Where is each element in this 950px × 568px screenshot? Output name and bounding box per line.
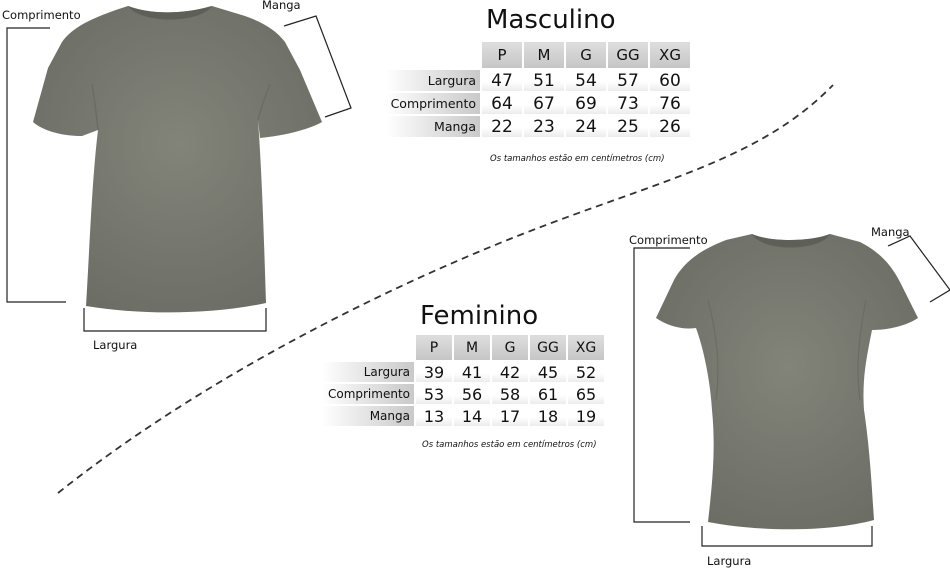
women-sleeve-label: Manga xyxy=(871,225,910,239)
women-size-header: P xyxy=(416,335,452,360)
men-size-header: XG xyxy=(650,42,690,68)
women-size-header-row: P M G GG XG xyxy=(322,335,604,360)
women-value-cell: 41 xyxy=(454,362,490,382)
women-row-label: Largura xyxy=(322,362,414,382)
women-value-cell: 56 xyxy=(454,384,490,404)
women-size-header: XG xyxy=(568,335,604,360)
women-title: Feminino xyxy=(420,301,539,331)
women-value-cell: 65 xyxy=(568,384,604,404)
women-size-header: M xyxy=(454,335,490,360)
women-value-cell: 14 xyxy=(454,406,490,426)
table-row: Manga 13 14 17 18 19 xyxy=(322,406,604,426)
women-row-label: Comprimento xyxy=(322,384,414,404)
men-tshirt-image xyxy=(33,6,322,313)
women-value-cell: 58 xyxy=(492,384,528,404)
women-value-cell: 13 xyxy=(416,406,452,426)
men-size-table: P M G GG XG Largura 47 51 54 57 60 Compr… xyxy=(384,40,692,139)
men-value-cell: 24 xyxy=(566,116,606,137)
men-title: Masculino xyxy=(486,5,616,35)
women-size-table: P M G GG XG Largura 39 41 42 45 52 Compr… xyxy=(320,333,606,428)
women-value-cell: 52 xyxy=(568,362,604,382)
table-row: Comprimento 64 67 69 73 76 xyxy=(386,93,690,114)
women-row-label: Manga xyxy=(322,406,414,426)
men-value-cell: 26 xyxy=(650,116,690,137)
women-length-label: Comprimento xyxy=(629,233,708,247)
men-value-cell: 51 xyxy=(524,70,564,91)
men-size-header: G xyxy=(566,42,606,68)
men-row-label: Comprimento xyxy=(386,93,480,114)
men-value-cell: 22 xyxy=(482,116,522,137)
men-value-cell: 73 xyxy=(608,93,648,114)
women-sleeve-bracket xyxy=(887,235,950,303)
men-value-cell: 69 xyxy=(566,93,606,114)
women-value-cell: 19 xyxy=(568,406,604,426)
women-width-bracket xyxy=(701,526,873,547)
women-value-cell: 45 xyxy=(530,362,566,382)
women-value-cell: 61 xyxy=(530,384,566,404)
men-size-header-row: P M G GG XG xyxy=(386,42,690,68)
men-size-header: P xyxy=(482,42,522,68)
men-value-cell: 25 xyxy=(608,116,648,137)
women-size-header: G xyxy=(492,335,528,360)
men-row-label: Largura xyxy=(386,70,480,91)
women-width-label: Largura xyxy=(707,554,752,568)
men-width-label: Largura xyxy=(93,338,138,352)
men-value-cell: 64 xyxy=(482,93,522,114)
men-corner-cell xyxy=(386,42,480,68)
women-units-note: Os tamanhos estão em centímetros (cm) xyxy=(422,440,597,450)
men-value-cell: 60 xyxy=(650,70,690,91)
table-row: Comprimento 53 56 58 61 65 xyxy=(322,384,604,404)
men-sleeve-bracket xyxy=(283,15,352,118)
men-value-cell: 76 xyxy=(650,93,690,114)
women-value-cell: 53 xyxy=(416,384,452,404)
women-value-cell: 42 xyxy=(492,362,528,382)
men-size-header: GG xyxy=(608,42,648,68)
women-size-header: GG xyxy=(530,335,566,360)
men-units-note: Os tamanhos estão em centímetros (cm) xyxy=(490,154,665,164)
men-value-cell: 23 xyxy=(524,116,564,137)
men-length-label: Comprimento xyxy=(2,8,81,22)
women-value-cell: 17 xyxy=(492,406,528,426)
men-sleeve-label: Manga xyxy=(262,0,301,12)
men-value-cell: 47 xyxy=(482,70,522,91)
men-value-cell: 54 xyxy=(566,70,606,91)
men-row-label: Manga xyxy=(386,116,480,137)
women-length-bracket xyxy=(633,247,690,523)
women-tshirt-image xyxy=(656,234,918,530)
women-value-cell: 39 xyxy=(416,362,452,382)
men-value-cell: 57 xyxy=(608,70,648,91)
men-width-bracket xyxy=(83,308,267,332)
dashed-divider xyxy=(57,84,834,494)
women-corner-cell xyxy=(322,335,414,360)
women-value-cell: 18 xyxy=(530,406,566,426)
table-row: Largura 47 51 54 57 60 xyxy=(386,70,690,91)
men-value-cell: 67 xyxy=(524,93,564,114)
men-size-header: M xyxy=(524,42,564,68)
men-length-bracket xyxy=(6,27,66,303)
table-row: Manga 22 23 24 25 26 xyxy=(386,116,690,137)
table-row: Largura 39 41 42 45 52 xyxy=(322,362,604,382)
